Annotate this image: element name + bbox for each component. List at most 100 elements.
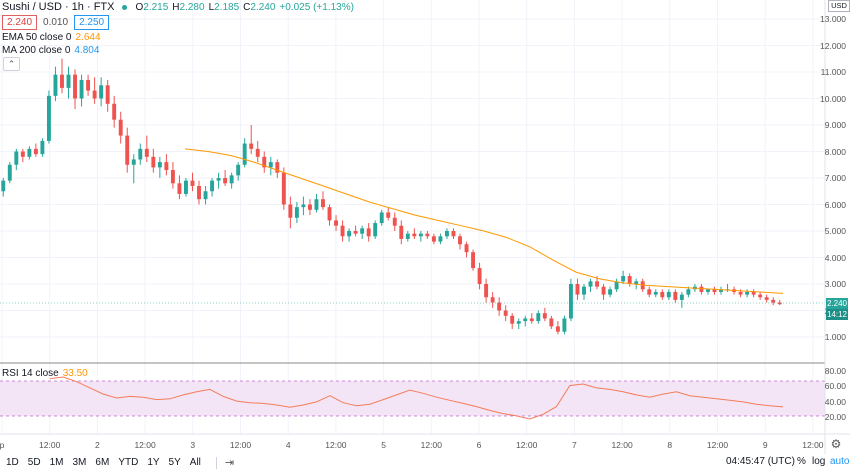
candle (379, 209, 384, 226)
range-button-1m[interactable]: 1M (49, 457, 64, 468)
ema-50-line (184, 148, 784, 294)
grid-lines (0, 0, 825, 434)
sell-button[interactable]: 2.240 (2, 15, 38, 30)
currency-label[interactable]: USD (828, 0, 850, 12)
candle (33, 143, 38, 157)
percent-toggle[interactable]: % (797, 456, 806, 467)
candle (66, 66, 71, 99)
rsi-tick: 40.00 (824, 396, 846, 407)
time-tick: 12:00 (802, 440, 824, 450)
candle (608, 286, 613, 298)
time-tick: 7 (572, 440, 577, 450)
rsi-value: 33.50 (62, 368, 88, 379)
candle (386, 207, 391, 221)
range-buttons: 1D 5D 1M 3M 6M YTD 1Y 5Y All (0, 457, 204, 468)
candle (184, 178, 188, 197)
candle (118, 111, 123, 144)
candle (27, 146, 32, 160)
candle (275, 159, 280, 178)
candle (712, 286, 717, 295)
price-tick: 4.000 (824, 252, 846, 263)
candle (529, 313, 534, 324)
candle (405, 231, 410, 242)
range-button-6m[interactable]: 6M (95, 457, 110, 468)
chart-canvas[interactable] (0, 0, 850, 454)
rsi-legend[interactable]: RSI 14 close 33.50 (2, 368, 88, 379)
candle (138, 143, 143, 165)
candle (294, 201, 299, 224)
candle (503, 305, 508, 322)
candle (268, 156, 273, 176)
time-tick: 12:00 (39, 440, 61, 450)
candle (7, 162, 12, 184)
auto-toggle[interactable]: auto (830, 456, 850, 467)
candle (99, 77, 104, 107)
ema-legend[interactable]: EMA 50 close 0 2.644 (2, 32, 101, 43)
candle (458, 233, 462, 250)
range-button-5d[interactable]: 5D (27, 457, 41, 468)
candle (157, 156, 162, 178)
range-button-1d[interactable]: 1D (6, 457, 19, 468)
candle (679, 291, 684, 308)
candle (353, 225, 358, 237)
candle (366, 223, 371, 242)
collapse-legend-button[interactable]: ⌃ (3, 57, 20, 71)
candle (431, 233, 436, 245)
candle (614, 278, 619, 292)
candle (647, 286, 652, 298)
candle (549, 315, 554, 330)
candle (216, 172, 221, 189)
symbol-legend: Sushi / USD · 1h · FTX O 2.215 H 2.280 L 2.… (2, 1, 354, 13)
candle (523, 315, 528, 327)
bottom-toolbar: 1D 5D 1M 3M 6M YTD 1Y 5Y All ⇥ (0, 454, 850, 471)
symbol-title[interactable]: Sushi / USD · 1h · FTX (2, 1, 115, 13)
ma-legend[interactable]: MA 200 close 0 4.804 (2, 45, 99, 56)
candle (112, 95, 117, 128)
buy-button[interactable]: 2.250 (74, 15, 110, 30)
open-value: 2.215 (143, 1, 169, 13)
range-button-1y[interactable]: 1Y (147, 457, 160, 468)
candle (262, 151, 267, 173)
price-tick: 1.000 (824, 332, 846, 342)
candle (105, 79, 110, 112)
candle (60, 58, 64, 94)
date-range-icon[interactable]: ⇥ (224, 457, 235, 469)
range-button-5y[interactable]: 5Y (168, 457, 181, 468)
price-tick: 8.000 (824, 146, 846, 157)
candle (758, 291, 763, 300)
ema-value: 2.644 (75, 32, 101, 43)
candle (673, 289, 678, 303)
candle (653, 289, 658, 298)
market-status-icon (122, 4, 128, 10)
time-tick: 2 (95, 440, 100, 450)
price-tick: 6.000 (824, 199, 846, 210)
rsi-band (0, 381, 825, 416)
ma-value: 4.804 (74, 45, 100, 56)
range-button-3m[interactable]: 3M (72, 457, 87, 468)
candle (360, 225, 365, 239)
clock[interactable]: 04:45:47 (UTC) (726, 456, 795, 467)
candle (190, 172, 195, 192)
candle (288, 196, 293, 229)
toolbar-divider (215, 456, 217, 469)
candle (203, 185, 208, 205)
rsi-tick: 80.00 (824, 365, 846, 376)
price-tick: 5.000 (824, 226, 846, 236)
candle (484, 278, 489, 303)
time-tick: 12:00 (420, 440, 442, 450)
price-tick: 7.000 (824, 173, 846, 183)
time-tick: 12:00 (706, 440, 729, 450)
candle (471, 249, 476, 271)
candle (125, 127, 130, 173)
candle (510, 313, 515, 330)
log-toggle[interactable]: log (812, 456, 826, 467)
range-button-ytd[interactable]: YTD (118, 457, 139, 468)
candle (477, 262, 482, 290)
range-button-all[interactable]: All (189, 457, 201, 468)
spread-value: 0.010 (43, 17, 69, 28)
candle (751, 289, 756, 298)
settings-gear-icon[interactable]: ⚙ (830, 437, 842, 451)
candle (151, 148, 156, 173)
candle (418, 231, 423, 242)
candle (144, 135, 149, 163)
